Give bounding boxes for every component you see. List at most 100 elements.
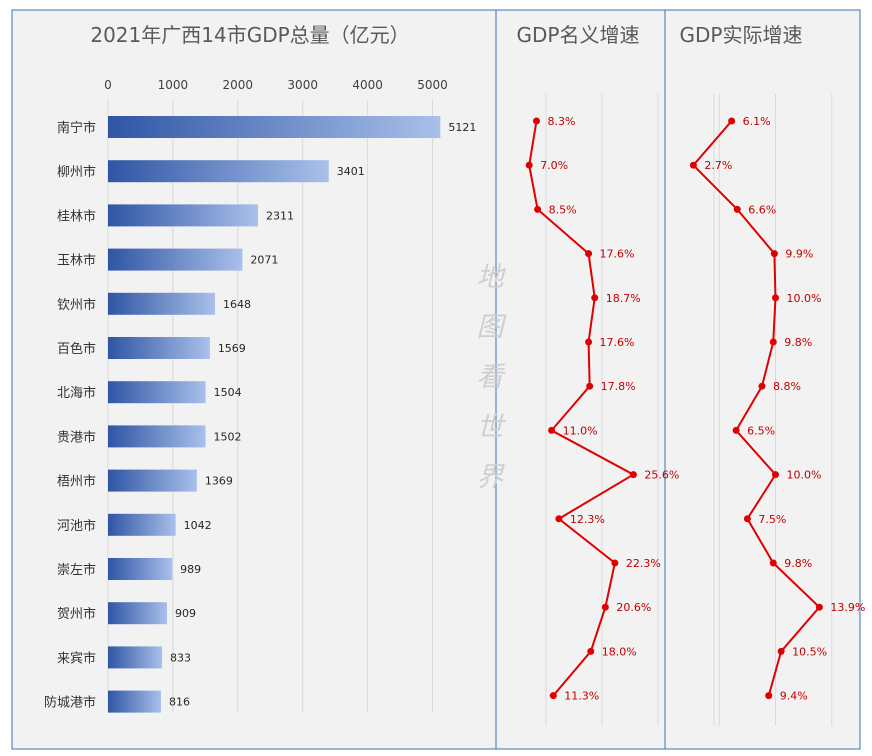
growth-point — [772, 294, 779, 302]
growth-value-label: 22.3% — [626, 557, 661, 570]
growth-point — [777, 647, 785, 655]
growth-point — [585, 250, 593, 258]
bar-series: 南宁市 5121 柳州市 3401 桂林市 2311 玉林市 2071 钦州市 1648 百色市 15… — [44, 116, 476, 713]
growth-point — [769, 338, 777, 346]
growth-value-label: 9.8% — [784, 557, 812, 570]
growth-point — [758, 382, 766, 390]
gdp-bar — [108, 513, 176, 536]
growth-value-label: 6.5% — [747, 424, 775, 437]
bar-chart-title: 2021年广西14市GDP总量（亿元） — [90, 23, 409, 47]
gdp-bar — [108, 646, 163, 669]
growth-value-label: 11.0% — [563, 424, 598, 437]
growth-point — [732, 426, 740, 434]
growth-value-label: 10.0% — [787, 469, 822, 482]
city-label: 梧州市 — [57, 474, 96, 490]
growth-value-label: 13.9% — [830, 601, 865, 614]
growth-point — [532, 117, 540, 125]
gdp-value-label: 909 — [175, 607, 196, 620]
gdp-bar — [108, 425, 206, 448]
growth-point — [728, 117, 736, 125]
gdp-bar — [108, 602, 167, 625]
gdp-value-label: 1504 — [214, 386, 242, 399]
city-label: 南宁市 — [57, 120, 96, 136]
growth-value-label: 12.3% — [570, 513, 605, 526]
growth-point — [629, 471, 637, 479]
real-growth-panel — [664, 9, 861, 750]
growth-value-label: 18.7% — [606, 292, 641, 305]
city-label: 防城港市 — [44, 695, 96, 711]
gdp-bar — [108, 292, 215, 315]
growth-point — [769, 559, 777, 567]
growth-line — [528, 120, 636, 697]
real-growth-title: GDP实际增速 — [680, 23, 803, 47]
nominal-growth-panel — [495, 9, 666, 750]
growth-value-label: 10.5% — [792, 645, 827, 658]
gdp-value-label: 1648 — [223, 298, 251, 311]
growth-point — [601, 603, 609, 611]
city-label: 崇左市 — [57, 562, 96, 578]
watermark-char: 图 — [477, 312, 508, 343]
city-label: 河池市 — [57, 518, 96, 534]
gdp-value-label: 3401 — [337, 165, 365, 178]
city-label: 玉林市 — [57, 253, 96, 269]
growth-value-label: 9.4% — [780, 690, 808, 703]
growth-point — [765, 692, 773, 700]
gdp-value-label: 1369 — [205, 475, 233, 488]
gdp-bar — [108, 248, 243, 271]
growth-value-label: 2.7% — [704, 159, 732, 172]
gdp-bar — [108, 381, 206, 404]
bar-x-axis: 0 1000 2000 3000 4000 5000 — [104, 78, 448, 92]
gdp-bar — [108, 160, 329, 183]
city-label: 钦州市 — [57, 297, 96, 313]
growth-point — [555, 515, 563, 523]
gdp-value-label: 989 — [180, 563, 201, 576]
growth-value-label: 7.0% — [540, 159, 568, 172]
watermark-char: 世 — [477, 412, 507, 443]
growth-value-label: 11.3% — [564, 690, 599, 703]
bar-x-tick-label: 5000 — [417, 78, 448, 92]
gdp-bar — [108, 558, 173, 580]
growth-point — [772, 471, 779, 479]
city-label: 来宾市 — [57, 650, 96, 666]
city-label: 柳州市 — [57, 164, 96, 180]
gdp-value-label: 2311 — [266, 209, 294, 222]
gdp-value-label: 1042 — [184, 519, 212, 532]
growth-value-label: 9.9% — [785, 248, 813, 261]
gdp-bar — [108, 469, 197, 492]
real-gridlines — [718, 94, 833, 726]
watermark-char: 界 — [477, 462, 506, 493]
growth-value-label: 25.6% — [644, 469, 679, 482]
growth-value-label: 6.6% — [748, 203, 776, 216]
real-series: 6.1% 2.7% 6.6% 9.9% 10.0% 9.8% 8.8% 6.5% 10.0% 7.… — [689, 115, 865, 703]
bar-x-tick-label: 0 — [104, 78, 112, 92]
growth-point — [591, 294, 599, 302]
gdp-value-label: 1502 — [213, 430, 241, 443]
growth-value-label: 6.1% — [743, 115, 771, 128]
nominal-growth-title: GDP名义增速 — [517, 23, 640, 47]
growth-point — [815, 603, 823, 611]
gdp-value-label: 1569 — [218, 342, 246, 355]
growth-point — [587, 647, 595, 655]
bar-x-tick-label: 1000 — [158, 78, 189, 92]
bar-x-tick-label: 2000 — [223, 78, 254, 92]
growth-point — [585, 338, 593, 346]
growth-value-label: 17.8% — [601, 380, 636, 393]
growth-point — [586, 382, 594, 390]
bar-x-tick-label: 4000 — [352, 78, 383, 92]
growth-point — [770, 250, 778, 258]
growth-point — [743, 515, 751, 523]
city-label: 百色市 — [57, 341, 96, 357]
nominal-gridlines — [545, 94, 715, 726]
growth-value-label: 8.8% — [773, 380, 801, 393]
growth-point — [733, 205, 741, 213]
city-label: 贵港市 — [57, 429, 96, 445]
growth-value-label: 7.5% — [758, 513, 786, 526]
growth-line — [692, 120, 821, 696]
growth-value-label: 20.6% — [616, 601, 651, 614]
growth-value-label: 17.6% — [600, 248, 635, 261]
city-label: 桂林市 — [57, 208, 96, 224]
gdp-bar — [108, 690, 161, 713]
gdp-bar — [108, 337, 210, 359]
city-label: 北海市 — [57, 385, 96, 401]
